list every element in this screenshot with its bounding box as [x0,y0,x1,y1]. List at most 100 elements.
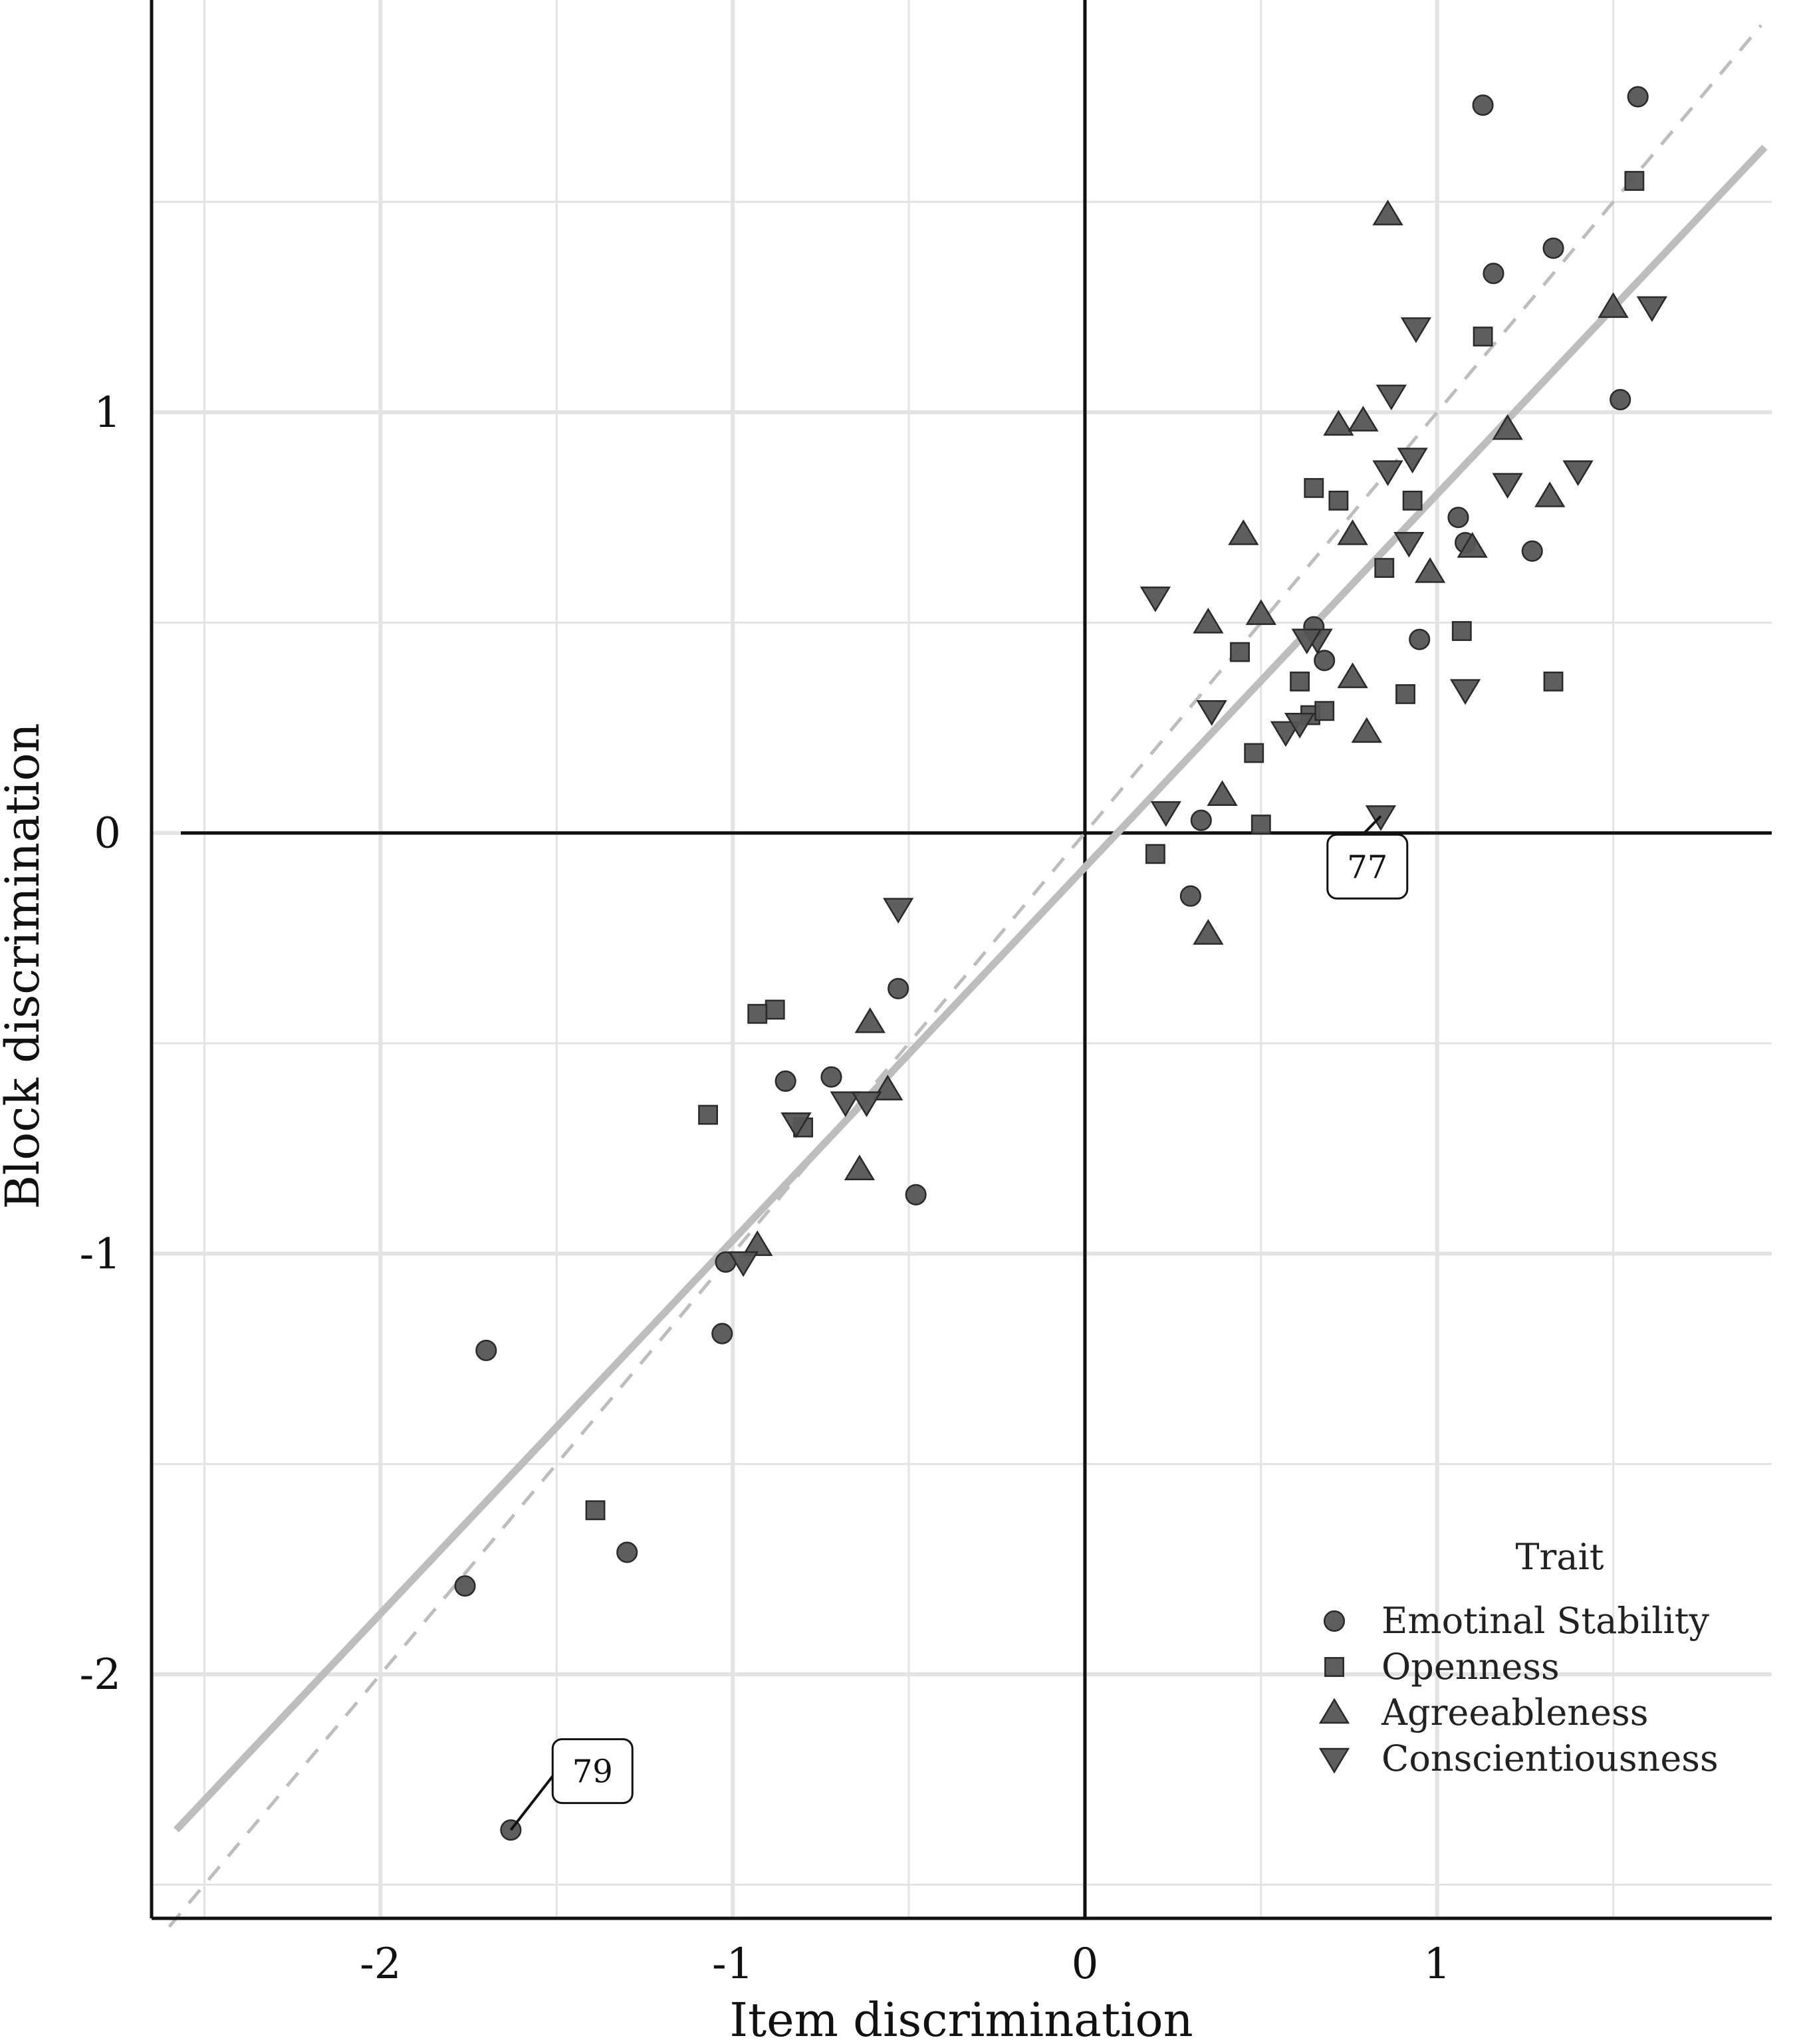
legend-key-agreeableness [1318,1698,1350,1724]
point-conscientiousness [1291,628,1322,655]
annotation-box-77 [1326,833,1409,900]
y-tick-label: 0 [94,809,121,858]
point-agreeableness [1351,717,1382,743]
point-agreeableness [844,1154,876,1181]
legend: Trait Emotinal StabilityOpennessAgreeabl… [1318,1536,1719,1779]
point-openness [747,1003,768,1024]
point-openness [1473,326,1493,347]
legend-key-conscientiousness [1318,1747,1350,1774]
y-tick-label: -2 [80,1650,121,1700]
x-tick-label: 0 [1072,1940,1099,1989]
point-conscientiousness [1150,801,1181,827]
point-agreeableness [742,1230,773,1256]
point-conscientiousness [1393,531,1425,558]
y-tick-label: -1 [80,1229,121,1279]
point-emotinal-stability [888,977,909,999]
annotation-label-79: 79 [572,1753,613,1791]
point-openness [1314,701,1335,721]
point-agreeableness [872,1075,903,1100]
point-annotations: 77 79 [509,815,1409,1831]
point-emotinal-stability [1447,507,1469,529]
grid-major [152,0,1772,1918]
annotation-leader-79 [509,1770,558,1831]
axes [150,0,1772,1920]
point-emotinal-stability [1314,650,1336,672]
point-openness [1145,844,1165,864]
point-agreeableness [1492,414,1523,440]
x-axis-title: Item discrimination [729,1993,1193,2044]
x-tick-label: 1 [1423,1940,1451,1989]
point-conscientiousness [1397,447,1428,473]
legend-key-openness [1324,1657,1344,1677]
point-conscientiousness [830,1091,861,1117]
point-emotinal-stability [1542,237,1564,259]
point-agreeableness [1193,607,1224,634]
point-conscientiousness [1270,721,1302,747]
legend-key-emotinal-stability [1323,1610,1346,1632]
point-openness [585,1500,606,1521]
point-conscientiousness [727,1251,759,1277]
point-conscientiousness [1372,460,1403,486]
x-tick-label: -2 [360,1940,401,1989]
point-openness [1451,621,1472,641]
identity-line [168,24,1763,1928]
point-emotinal-stability [475,1339,497,1361]
point-emotinal-stability [711,1323,733,1344]
point-openness [1374,558,1395,578]
y-tick-label: 1 [94,388,121,438]
point-emotinal-stability [1472,94,1494,116]
x-tick-labels: -2 -1 0 1 [360,1940,1451,1989]
point-openness [1251,815,1271,834]
point-conscientiousness [1196,700,1227,726]
point-emotinal-stability [775,1070,796,1092]
point-conscientiousness [882,898,914,924]
point-openness [1624,171,1645,191]
x-tick-label: -1 [712,1940,753,1989]
point-openness [1543,672,1564,692]
annotation-box-79 [551,1738,634,1805]
point-conscientiousness [1449,679,1481,705]
annotation-label-77: 77 [1347,848,1387,886]
point-conscientiousness [1284,712,1316,739]
point-openness [1402,490,1423,511]
point-agreeableness [854,1007,886,1033]
point-emotinal-stability [1409,628,1431,650]
point-agreeableness [1457,532,1488,558]
point-emotinal-stability [1521,540,1543,562]
point-emotinal-stability [1610,388,1631,411]
point-conscientiousness [780,1112,812,1138]
legend-label-conscientiousness: Conscientiousness [1381,1737,1719,1779]
point-openness [1230,642,1250,662]
legend-label-agreeableness: Agreeableness [1381,1692,1648,1733]
point-emotinal-stability [1190,809,1212,831]
point-conscientiousness [1636,296,1668,322]
point-agreeableness [1598,292,1629,319]
point-conscientiousness [1376,384,1407,411]
y-tick-labels: -2 -1 0 1 [80,388,121,1700]
legend-title: Trait [1516,1536,1604,1578]
point-agreeableness [1193,919,1224,945]
point-emotinal-stability [820,1066,842,1088]
point-conscientiousness [1139,586,1171,612]
point-agreeableness [1534,481,1566,507]
point-agreeableness [1348,406,1379,432]
point-agreeableness [1323,410,1354,436]
point-emotinal-stability [616,1541,638,1563]
point-agreeableness [1207,780,1238,806]
point-openness [1290,672,1310,692]
point-openness [698,1104,718,1125]
point-emotinal-stability [1483,263,1504,285]
point-openness [1304,477,1324,498]
point-agreeableness [1337,519,1368,545]
point-openness [765,999,785,1020]
legend-label-openness: Openness [1381,1646,1560,1688]
point-agreeableness [1245,599,1276,625]
zero-lines [181,0,1772,1918]
point-conscientiousness [1492,473,1523,499]
y-axis-title: Block discrimination [0,723,50,1209]
point-emotinal-stability [905,1184,927,1206]
point-openness [1328,490,1349,511]
grid-minor [152,0,1772,1918]
point-agreeableness [1372,199,1403,225]
